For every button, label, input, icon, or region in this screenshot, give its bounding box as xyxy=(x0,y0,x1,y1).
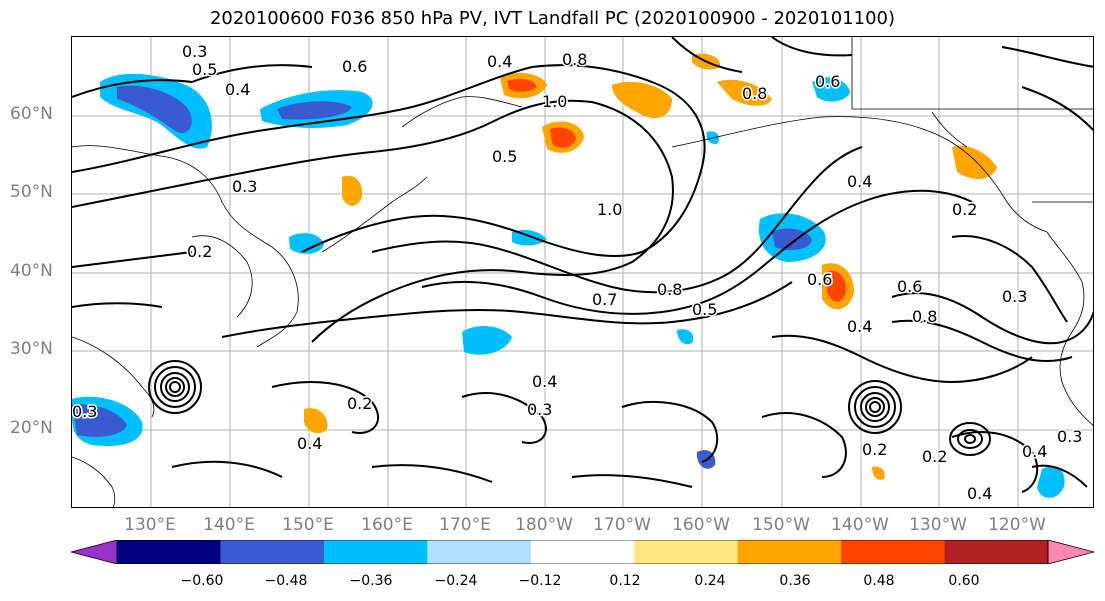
lon-label-140e: 140°E xyxy=(203,515,255,535)
colorbar-tick: 0.36 xyxy=(779,573,811,589)
contour-label-layer: 0.30.50.40.6 0.81.0 0.80.60.40.50.30.20.31… xyxy=(72,41,1084,505)
pc-negative-region xyxy=(462,325,512,355)
pc-positive-region xyxy=(717,79,772,106)
contour-label: 1.0 xyxy=(597,200,622,219)
contour-label: 0.4 xyxy=(532,372,557,391)
pc-positive-region xyxy=(507,79,537,92)
contour-label: 0.2 xyxy=(187,242,212,261)
colorbar-cell xyxy=(737,540,842,564)
contour-label: 0.5 xyxy=(692,300,717,319)
colorbar-cell xyxy=(944,540,1049,564)
contour-label: 0.2 xyxy=(922,447,947,466)
contour-label: 0.4 xyxy=(847,172,872,191)
pc-negative-region xyxy=(277,101,352,120)
map-panel: 0.3 0.5 0.4 0.6 0.8 1.0 0.8 0.6 0.4 0.5 0.3 0.2 0.3 1… xyxy=(71,36,1094,508)
lon-label-160e: 160°E xyxy=(361,515,413,535)
colorbar-tick: 0.24 xyxy=(694,573,726,589)
lat-label-40n: 40°N xyxy=(10,261,53,281)
contour-label: 0.2 xyxy=(347,394,372,413)
pv-contours xyxy=(72,37,1093,493)
contour-label: 0.4 xyxy=(225,80,250,99)
lon-label-150e: 150°E xyxy=(282,515,334,535)
contour-label: 0.3 xyxy=(182,42,207,61)
contour-label: 0.7 xyxy=(592,290,617,309)
colorbar-cell xyxy=(427,540,532,564)
contour-label: 0.6 xyxy=(897,277,922,296)
contour-label: 0.3 xyxy=(72,402,97,421)
pc-negative-region xyxy=(677,329,694,345)
colorbar-outline xyxy=(116,540,1049,564)
pc-negative-region xyxy=(117,85,192,133)
lon-label-170w: 170°W xyxy=(593,515,651,535)
lon-label-140w: 140°W xyxy=(831,515,889,535)
colorbar-cell xyxy=(117,540,221,564)
graticule xyxy=(72,37,1093,507)
contour-label: 0.4 xyxy=(297,434,322,453)
contour-label: 0.6 xyxy=(807,270,832,289)
contour-label: 0.6 xyxy=(342,57,367,76)
pc-negative-region xyxy=(72,404,127,437)
contour-label: 0.8 xyxy=(657,280,682,299)
contour-label: 0.5 xyxy=(192,60,217,79)
lon-label-170e: 170°E xyxy=(439,515,491,535)
lon-label-130w: 130°W xyxy=(909,515,967,535)
pc-negative-region xyxy=(289,233,324,254)
pc-positive-region xyxy=(952,145,997,179)
pc-negative-region xyxy=(1037,466,1065,498)
colorbar-tick: −0.24 xyxy=(434,573,478,589)
lon-label-150w: 150°W xyxy=(752,515,810,535)
contour-label: 0.8 xyxy=(742,84,767,103)
contour-label: 0.4 xyxy=(487,52,512,71)
contour-label: 0.8 xyxy=(912,307,937,326)
contour-label: 0.4 xyxy=(967,484,992,503)
colorbar-tick: −0.36 xyxy=(349,573,393,589)
colorbar-cell xyxy=(220,540,325,564)
contour-label: 0.3 xyxy=(232,177,257,196)
pc-positive-region xyxy=(612,81,672,119)
pc-negative-region xyxy=(772,228,812,251)
contour-label: 0.4 xyxy=(847,317,872,336)
contour-label: 0.6 xyxy=(815,72,840,91)
contour-label: 0.5 xyxy=(492,147,517,166)
contour-label: 0.3 xyxy=(1057,427,1082,446)
colorbar-tick: 0.12 xyxy=(609,573,641,589)
colorbar-cell xyxy=(323,540,428,564)
lon-label-180w: 180°W xyxy=(515,515,573,535)
contour-label: 0.8 xyxy=(562,50,587,69)
colorbar-cell xyxy=(530,540,635,564)
colorbar-tick: 0.48 xyxy=(863,573,895,589)
colorbar xyxy=(71,540,1094,564)
colorbar-cell xyxy=(841,540,946,564)
lon-label-120w: 120°W xyxy=(988,515,1046,535)
lat-label-20n: 20°N xyxy=(10,418,53,438)
colorbar-tick: −0.60 xyxy=(180,573,224,589)
lon-label-160w: 160°W xyxy=(672,515,730,535)
contour-label: 0.2 xyxy=(952,200,977,219)
coastlines xyxy=(72,37,1093,507)
colorbar-tick: 0.60 xyxy=(948,573,980,589)
colorbar-tick: −0.48 xyxy=(264,573,308,589)
contour-label: 0.3 xyxy=(1002,287,1027,306)
colorbar-tick: −0.12 xyxy=(518,573,562,589)
plot-title: 2020100600 F036 850 hPa PV, IVT Landfall… xyxy=(209,8,896,29)
lon-label-130e: 130°E xyxy=(124,515,176,535)
pc-positive-region xyxy=(304,408,328,434)
colorbar-extend-min xyxy=(71,540,118,564)
contour-label: 0.2 xyxy=(862,440,887,459)
lat-label-60n: 60°N xyxy=(10,104,53,124)
lat-label-50n: 50°N xyxy=(10,182,53,202)
lat-label-30n: 30°N xyxy=(10,339,53,359)
contour-label: 0.3 xyxy=(527,400,552,419)
pc-positive-region xyxy=(827,270,847,302)
contour-label: 1.0 xyxy=(542,92,567,111)
pc-positive-region xyxy=(342,175,363,206)
colorbar-extend-max xyxy=(1047,540,1094,564)
colorbar-cell xyxy=(634,540,739,564)
pc-positive-region xyxy=(872,466,885,480)
contour-label: 0.4 xyxy=(1022,442,1047,461)
vortex-contours xyxy=(148,360,991,456)
pc-negative-region xyxy=(812,77,850,102)
pc-positive-region xyxy=(550,127,576,148)
